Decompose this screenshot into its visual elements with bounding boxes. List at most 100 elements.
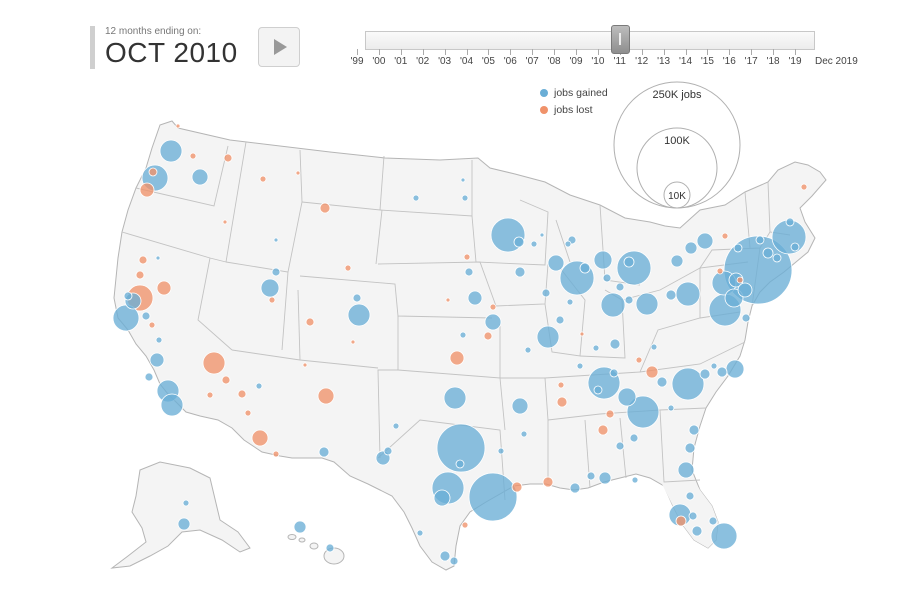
metro-bubble-lost[interactable] — [237, 389, 247, 399]
metro-bubble-gained[interactable] — [623, 256, 635, 268]
metro-bubble-gained[interactable] — [547, 254, 565, 272]
metro-bubble-gained[interactable] — [667, 404, 675, 412]
metro-bubble-gained[interactable] — [671, 367, 705, 401]
metro-bubble-gained[interactable] — [539, 232, 545, 238]
metro-bubble-gained[interactable] — [255, 382, 263, 390]
metro-bubble-gained[interactable] — [318, 446, 330, 458]
metro-bubble-lost[interactable] — [675, 515, 687, 527]
metro-bubble-gained[interactable] — [352, 293, 362, 303]
metro-bubble-gained[interactable] — [468, 472, 518, 522]
metro-bubble-gained[interactable] — [160, 393, 184, 417]
metro-bubble-gained[interactable] — [159, 139, 183, 163]
metro-bubble-gained[interactable] — [524, 346, 532, 354]
metro-bubble-gained[interactable] — [177, 517, 191, 531]
metro-bubble-gained[interactable] — [615, 282, 625, 292]
metro-bubble-gained[interactable] — [684, 241, 698, 255]
metro-bubble-gained[interactable] — [691, 525, 703, 537]
metro-bubble-gained[interactable] — [412, 194, 420, 202]
metro-bubble-gained[interactable] — [141, 311, 151, 321]
metro-bubble-lost[interactable] — [449, 350, 465, 366]
metro-bubble-lost[interactable] — [483, 331, 493, 341]
metro-bubble-gained[interactable] — [785, 217, 795, 227]
metro-bubble-gained[interactable] — [460, 177, 466, 183]
metro-bubble-gained[interactable] — [688, 511, 698, 521]
metro-bubble-gained[interactable] — [347, 303, 371, 327]
metro-bubble-gained[interactable] — [155, 255, 161, 261]
metro-bubble-gained[interactable] — [699, 368, 711, 380]
metro-bubble-gained[interactable] — [436, 423, 486, 473]
metro-bubble-lost[interactable] — [222, 219, 228, 225]
metro-bubble-gained[interactable] — [635, 292, 659, 316]
timeline-slider[interactable] — [365, 31, 815, 50]
metro-bubble-gained[interactable] — [670, 254, 684, 268]
metro-bubble-gained[interactable] — [684, 442, 696, 454]
metro-bubble-lost[interactable] — [268, 296, 276, 304]
metro-bubble-lost[interactable] — [139, 182, 155, 198]
metro-bubble-gained[interactable] — [569, 482, 581, 494]
metro-bubble-gained[interactable] — [293, 520, 307, 534]
metro-bubble-gained[interactable] — [593, 250, 613, 270]
metro-bubble-lost[interactable] — [736, 276, 744, 284]
metro-bubble-gained[interactable] — [624, 295, 634, 305]
metro-bubble-lost[interactable] — [223, 153, 233, 163]
metro-bubble-gained[interactable] — [443, 386, 467, 410]
metro-bubble-lost[interactable] — [156, 280, 172, 296]
metro-bubble-gained[interactable] — [555, 315, 565, 325]
metro-bubble-gained[interactable] — [449, 556, 459, 566]
metro-bubble-gained[interactable] — [609, 338, 621, 350]
metro-bubble-lost[interactable] — [317, 387, 335, 405]
metro-bubble-gained[interactable] — [710, 362, 718, 370]
metro-bubble-lost[interactable] — [221, 375, 231, 385]
metro-bubble-gained[interactable] — [696, 232, 714, 250]
metro-bubble-gained[interactable] — [716, 366, 728, 378]
metro-bubble-gained[interactable] — [626, 395, 660, 429]
metro-bubble-gained[interactable] — [459, 331, 467, 339]
metro-bubble-gained[interactable] — [455, 459, 465, 469]
metro-bubble-gained[interactable] — [123, 291, 133, 301]
metro-bubble-gained[interactable] — [433, 489, 451, 507]
metro-bubble-gained[interactable] — [325, 543, 335, 553]
metro-bubble-gained[interactable] — [615, 441, 625, 451]
metro-bubble-lost[interactable] — [579, 331, 585, 337]
metro-bubble-gained[interactable] — [616, 250, 652, 286]
metro-bubble-lost[interactable] — [800, 183, 808, 191]
metro-bubble-gained[interactable] — [497, 447, 505, 455]
metro-bubble-lost[interactable] — [302, 362, 308, 368]
metro-bubble-gained[interactable] — [656, 376, 668, 388]
metro-bubble-lost[interactable] — [721, 232, 729, 240]
metro-bubble-gained[interactable] — [383, 446, 393, 456]
metro-bubble-gained[interactable] — [182, 499, 190, 507]
metro-bubble-lost[interactable] — [350, 339, 356, 345]
metro-bubble-gained[interactable] — [260, 278, 280, 298]
metro-bubble-lost[interactable] — [244, 409, 252, 417]
metro-bubble-gained[interactable] — [511, 397, 529, 415]
metro-bubble-gained[interactable] — [541, 288, 551, 298]
metro-bubble-gained[interactable] — [755, 235, 765, 245]
metro-bubble-lost[interactable] — [716, 267, 724, 275]
metro-bubble-lost[interactable] — [295, 170, 301, 176]
metro-bubble-lost[interactable] — [597, 424, 609, 436]
metro-bubble-gained[interactable] — [598, 471, 612, 485]
metro-bubble-gained[interactable] — [467, 290, 483, 306]
metro-bubble-gained[interactable] — [629, 433, 639, 443]
metro-bubble-gained[interactable] — [685, 491, 695, 501]
timeline-handle[interactable] — [611, 25, 630, 54]
metro-bubble-gained[interactable] — [708, 516, 718, 526]
metro-bubble-gained[interactable] — [762, 247, 774, 259]
metro-bubble-gained[interactable] — [617, 387, 637, 407]
metro-bubble-gained[interactable] — [772, 253, 782, 263]
metro-bubble-lost[interactable] — [202, 351, 226, 375]
metro-bubble-gained[interactable] — [566, 298, 574, 306]
metro-bubble-lost[interactable] — [645, 365, 659, 379]
metro-bubble-gained[interactable] — [741, 313, 751, 323]
metro-bubble-lost[interactable] — [556, 396, 568, 408]
metro-bubble-gained[interactable] — [271, 267, 281, 277]
metro-bubble-lost[interactable] — [272, 450, 280, 458]
metro-bubble-lost[interactable] — [542, 476, 554, 488]
metro-bubble-gained[interactable] — [600, 292, 626, 318]
metro-bubble-lost[interactable] — [461, 521, 469, 529]
metro-bubble-gained[interactable] — [155, 336, 163, 344]
metro-bubble-gained[interactable] — [564, 240, 572, 248]
metro-bubble-gained[interactable] — [392, 422, 400, 430]
metro-bubble-lost[interactable] — [175, 123, 181, 129]
